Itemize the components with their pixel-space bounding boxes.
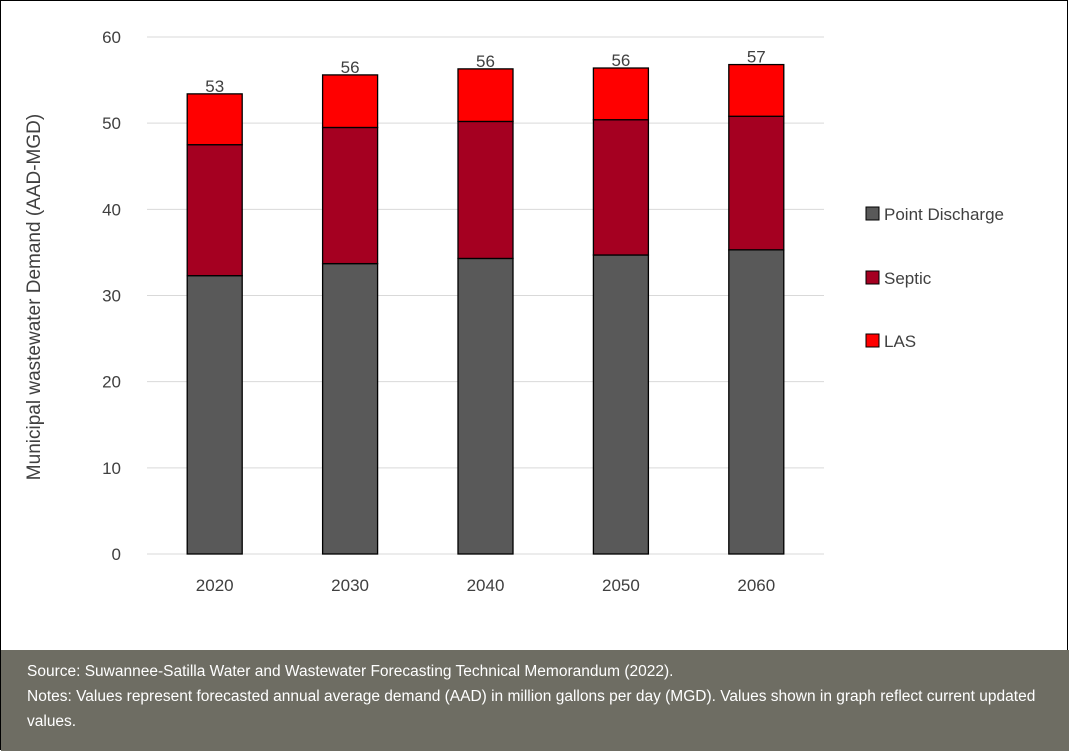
y-tick-labels: 0 10 20 30 40 50 60	[102, 28, 121, 564]
total-data-label: 56	[611, 51, 630, 70]
bar-segment-point-discharge	[457, 257, 514, 555]
y-tick-label: 50	[102, 114, 121, 133]
source-text: Source: Suwannee-Satilla Water and Waste…	[27, 663, 674, 680]
x-tick-label: 2050	[602, 576, 640, 595]
legend-label: Septic	[884, 269, 932, 288]
gridlines	[147, 36, 824, 555]
total-data-label: 56	[476, 52, 495, 71]
bar-segment-point-discharge	[186, 275, 243, 555]
bar-segment-las	[457, 68, 514, 123]
y-tick-label: 20	[102, 373, 121, 392]
bar-segment-point-discharge	[321, 262, 379, 555]
total-data-label: 53	[205, 77, 224, 96]
bar-segment-septic	[321, 126, 379, 265]
x-tick-label: 2030	[331, 576, 369, 595]
total-data-label: 57	[747, 48, 766, 67]
bar-segment-las	[186, 93, 243, 146]
x-tick-label: 2040	[467, 576, 505, 595]
source-notes-box: Source: Suwannee-Satilla Water and Waste…	[1, 650, 1069, 751]
legend-swatch	[865, 270, 880, 285]
legend-swatch	[865, 206, 880, 221]
x-tick-label: 2060	[737, 576, 775, 595]
notes-text: Notes: Values represent forecasted annua…	[27, 688, 1036, 730]
bars	[186, 63, 785, 555]
data-labels: 53 56 56 56 57	[205, 48, 766, 96]
bar-segment-las	[592, 67, 650, 121]
y-tick-label: 30	[102, 287, 121, 306]
bar-segment-las	[321, 74, 379, 129]
bar-segment-septic	[457, 120, 514, 260]
bar-segment-point-discharge	[592, 254, 650, 555]
y-tick-label: 10	[102, 459, 121, 478]
x-tick-label: 2020	[196, 576, 234, 595]
legend: Point Discharge Septic LAS	[865, 205, 1004, 351]
bar-segment-septic	[592, 119, 650, 256]
legend-label: LAS	[884, 332, 916, 351]
bar-segment-septic	[186, 144, 243, 277]
y-tick-label: 0	[112, 545, 121, 564]
bar-segment-septic	[728, 115, 785, 251]
bar-segment-point-discharge	[728, 249, 785, 555]
legend-swatch	[865, 333, 880, 348]
y-axis-label: Municipal wastewater Demand (AAD-MGD)	[24, 114, 45, 480]
bar-segment-las	[728, 63, 785, 117]
x-tick-labels: 2020 2030 2040 2050 2060	[196, 576, 775, 595]
y-tick-label: 40	[102, 200, 121, 219]
legend-label: Point Discharge	[884, 205, 1004, 224]
y-tick-label: 60	[102, 28, 121, 47]
total-data-label: 56	[341, 58, 360, 77]
